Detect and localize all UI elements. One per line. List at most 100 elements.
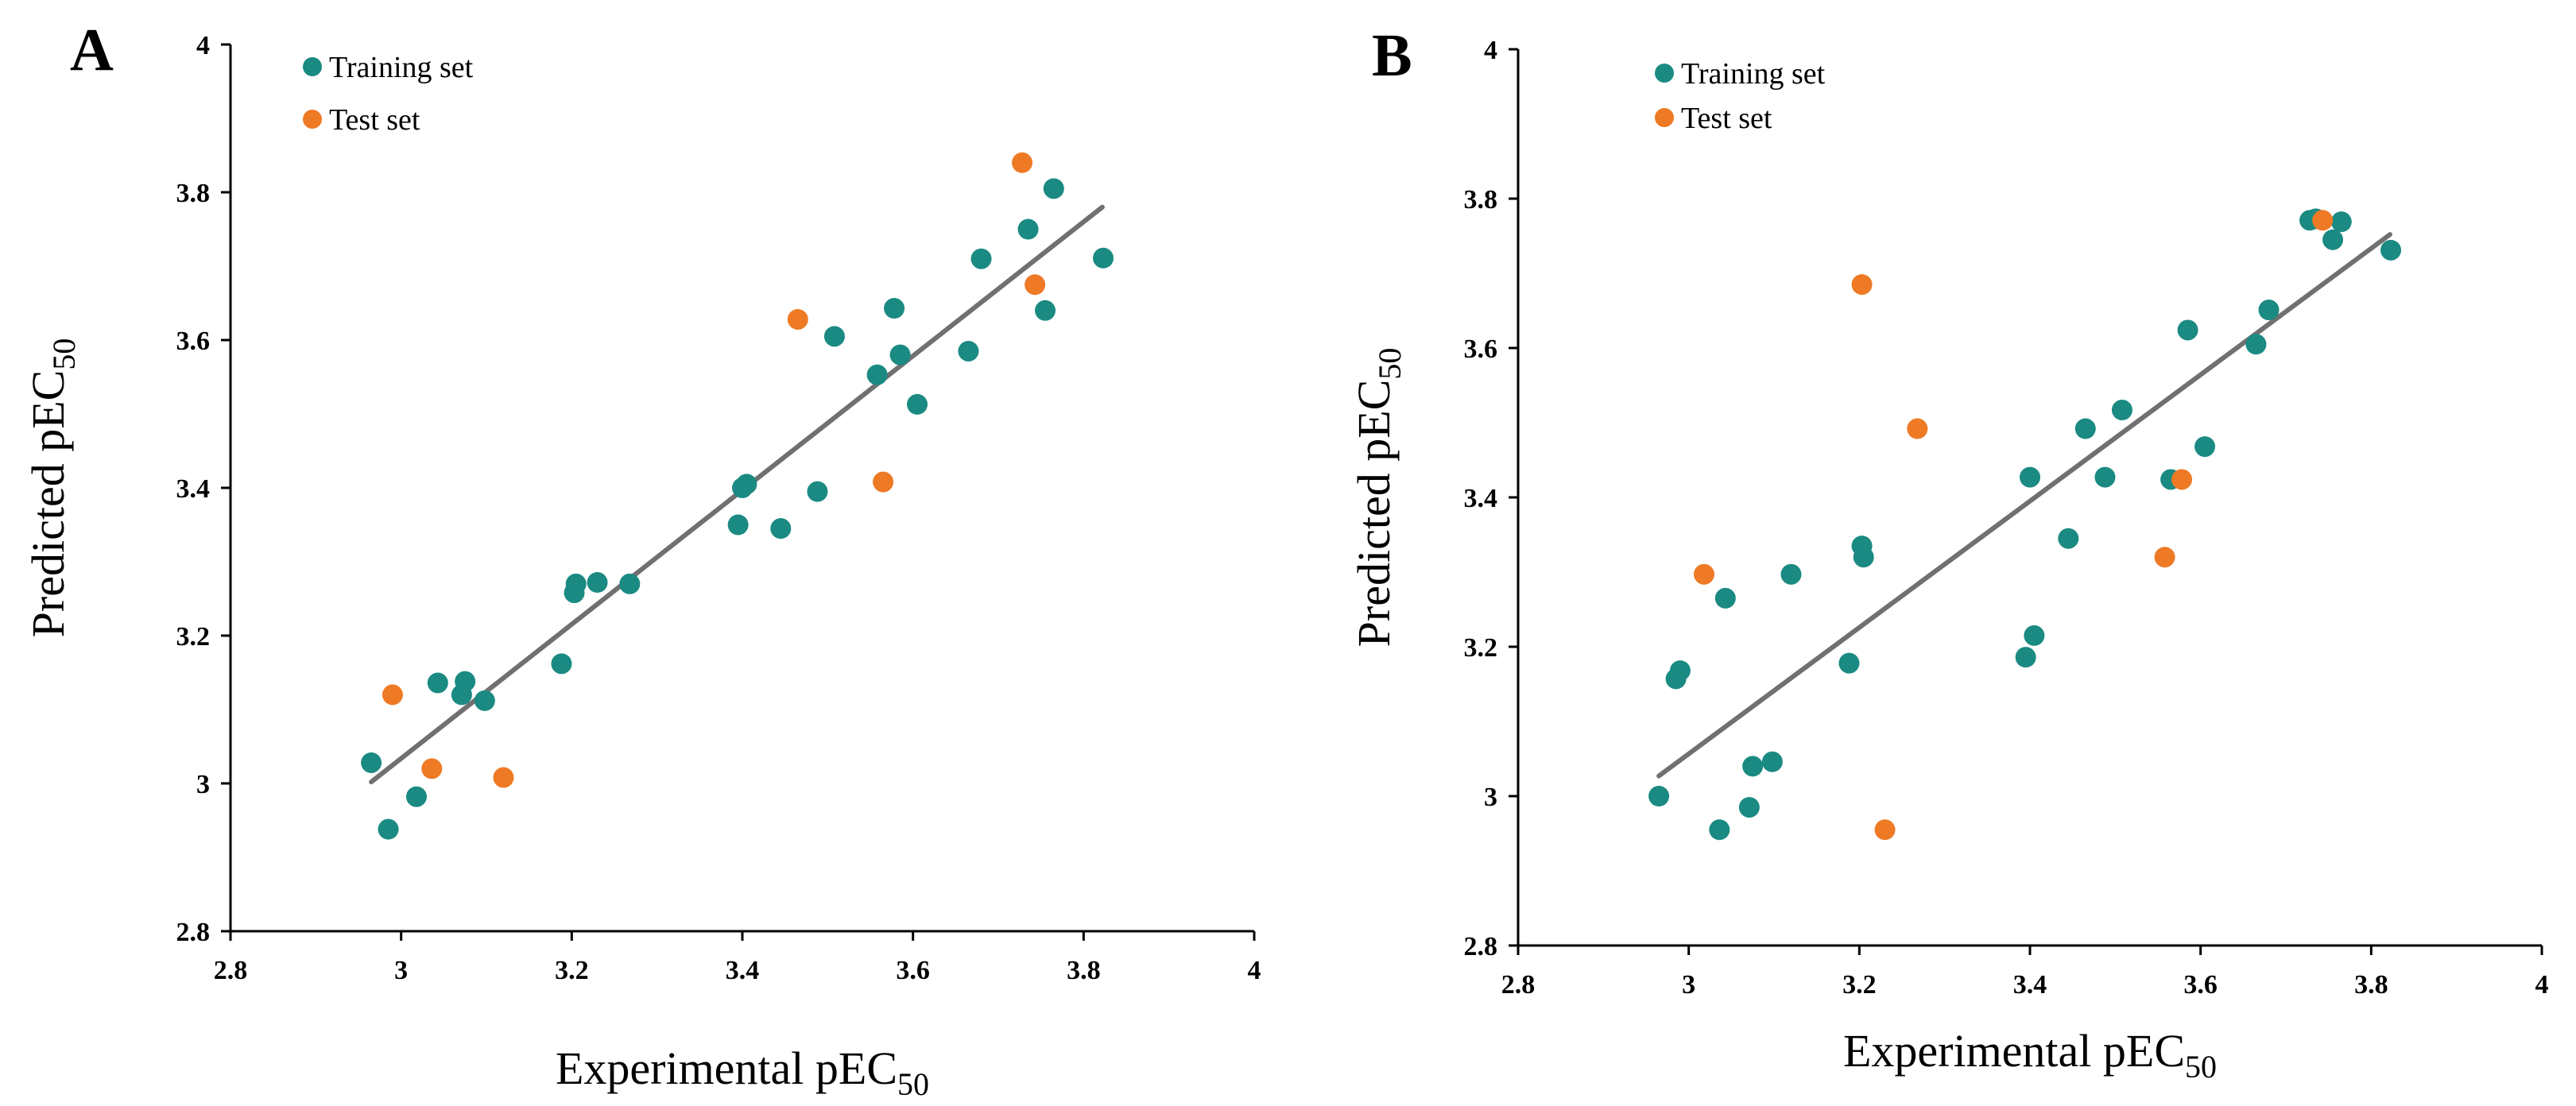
panel-a-training-point bbox=[361, 752, 382, 773]
panel-b-training-point bbox=[2258, 300, 2280, 321]
panel-b-scatter-chart: B 2.8 3 3.2 3.4 3.6 3.8 4 2.8 3 3.2 3.4 3.6 3.8 4 Tra… bbox=[1348, 22, 2549, 1085]
panel-b-trend-line bbox=[1656, 232, 2392, 779]
panel-b-legend-test-marker bbox=[1655, 108, 1674, 127]
panel-a-test-point bbox=[421, 758, 443, 779]
panel-b-x-tick-label: 3.2 bbox=[1842, 970, 1877, 1000]
panel-b-training-point bbox=[2245, 334, 2267, 355]
panel-b-training-point bbox=[2111, 400, 2132, 421]
panel-a-test-point bbox=[493, 767, 514, 788]
panel-a-training-point bbox=[884, 298, 905, 319]
panel-a-x-tick-label: 3 bbox=[394, 956, 408, 985]
panel-a-training-point bbox=[1035, 300, 1056, 321]
panel-a-test-point bbox=[787, 308, 808, 330]
panel-a-training-point bbox=[1093, 247, 1114, 269]
panel-a-test-point bbox=[1012, 152, 1033, 173]
panel-a-training-point bbox=[587, 572, 608, 594]
panel-b-training-point bbox=[2015, 647, 2036, 668]
panel-b-training-point bbox=[2330, 211, 2352, 233]
panel-b-y-axis-title: Predicted pEC50 bbox=[1348, 348, 1408, 648]
panel-a-x-axis-title: Experimental pEC50 bbox=[556, 1042, 929, 1102]
panel-a-training-point bbox=[770, 518, 792, 539]
panel-b-training-point bbox=[2024, 625, 2045, 646]
panel-a-y-tick-label: 3.4 bbox=[176, 474, 211, 504]
panel-a-legend: Training set Test set bbox=[303, 51, 474, 137]
panel-a-legend-training-label: Training set bbox=[329, 51, 474, 84]
panel-b-x-tick-label: 3.4 bbox=[2013, 970, 2047, 1000]
panel-b-training-point bbox=[1838, 652, 1860, 674]
panel-b-test-point bbox=[1693, 563, 1714, 585]
panel-a-training-point bbox=[907, 393, 928, 415]
panel-b-test-point bbox=[1874, 819, 1896, 841]
panel-a-y-tick-label: 3.8 bbox=[176, 179, 211, 208]
panel-a-points bbox=[361, 152, 1114, 840]
panel-a-letter: A bbox=[70, 17, 114, 83]
panel-b-training-point bbox=[1648, 786, 1670, 806]
panel-b-y-tick-label: 2.8 bbox=[1464, 932, 1498, 961]
panel-a-legend-test-label: Test set bbox=[329, 103, 420, 137]
panel-b-y-tick-label: 3 bbox=[1484, 783, 1497, 812]
panel-a-training-point bbox=[551, 653, 572, 675]
panel-b-training-point bbox=[1780, 563, 1802, 585]
panel-a-training-point bbox=[807, 481, 828, 502]
panel-a-y-tick-label: 2.8 bbox=[176, 918, 211, 947]
panel-a-training-point bbox=[619, 573, 641, 594]
panel-a-training-point bbox=[405, 786, 427, 807]
panel-b-legend-training-label: Training set bbox=[1681, 57, 1826, 91]
panel-a-test-point bbox=[1025, 274, 1046, 296]
panel-b-points bbox=[1648, 208, 2402, 841]
panel-a-training-point bbox=[970, 248, 992, 269]
panel-b-test-point bbox=[2312, 210, 2334, 231]
panel-b-training-point bbox=[2094, 466, 2116, 488]
panel-a-y-tick-label: 3.2 bbox=[176, 622, 211, 652]
panel-b-test-point bbox=[2154, 547, 2175, 568]
panel-a-training-point bbox=[427, 672, 448, 694]
panel-a-training-point bbox=[455, 671, 476, 692]
panel-b-y-tick-label: 3.6 bbox=[1464, 335, 1498, 364]
panel-a-y-tick-label: 4 bbox=[196, 31, 210, 60]
panel-b-x-tick-label: 2.8 bbox=[1501, 970, 1536, 1000]
panel-a-legend-test-marker bbox=[303, 110, 322, 129]
panel-a-training-point bbox=[823, 326, 845, 347]
panel-a-training-point bbox=[565, 573, 587, 594]
panel-b-legend: Training set Test set bbox=[1655, 57, 1826, 135]
panel-a-legend-training-marker bbox=[303, 57, 322, 76]
panel-b-training-point bbox=[2177, 319, 2198, 341]
panel-a-y-axis-title: Predicted pEC50 bbox=[22, 338, 82, 638]
panel-b-letter: B bbox=[1372, 22, 1412, 89]
panel-b-x-axis-title: Experimental pEC50 bbox=[1843, 1025, 2217, 1085]
panel-b-training-point bbox=[1669, 660, 1691, 682]
panel-b-training-point bbox=[2322, 229, 2344, 250]
panel-a-test-point bbox=[873, 471, 894, 493]
panel-a-training-point bbox=[1017, 218, 1039, 240]
panel-b-x-tick-label: 3.8 bbox=[2354, 970, 2388, 1000]
panel-b-ticks: 2.8 3 3.2 3.4 3.6 3.8 4 2.8 3 3.2 3.4 3.6 3.8 4 bbox=[1464, 36, 2549, 1000]
panel-a-training-point bbox=[958, 340, 979, 362]
panel-a-scatter-chart: A 2.8 3 3.2 3.4 3.6 3.8 4 2.8 3 3.2 3.4 3.6 3.8 4 Tra… bbox=[22, 17, 1261, 1102]
panel-b-training-point bbox=[2380, 239, 2402, 261]
panel-b-training-point bbox=[1742, 756, 1764, 777]
panel-b-y-tick-label: 3.4 bbox=[1464, 484, 1498, 513]
panel-a-x-tick-label: 3.4 bbox=[726, 956, 760, 985]
panel-b-x-tick-label: 3 bbox=[1682, 970, 1695, 1000]
panel-a-ticks: 2.8 3 3.2 3.4 3.6 3.8 4 2.8 3 3.2 3.4 3.6 3.8 4 bbox=[176, 31, 1261, 985]
panel-a-training-point bbox=[1043, 178, 1064, 199]
panel-a-y-tick-label: 3.6 bbox=[176, 327, 211, 356]
panel-a-training-point bbox=[474, 690, 495, 711]
panel-a-training-point bbox=[378, 818, 399, 840]
panel-b-training-point bbox=[1738, 797, 1760, 818]
panel-b-training-point bbox=[1761, 751, 1783, 772]
panel-a-x-tick-label: 3.6 bbox=[896, 956, 930, 985]
panel-b-y-tick-label: 3.8 bbox=[1464, 185, 1498, 215]
panel-b-training-point bbox=[1709, 819, 1730, 841]
panel-a-x-tick-label: 2.8 bbox=[214, 956, 248, 985]
panel-b-legend-training-marker bbox=[1655, 64, 1674, 83]
panel-b-test-point bbox=[1907, 418, 1928, 439]
panel-a-x-tick-label: 3.8 bbox=[1067, 956, 1101, 985]
panel-b-test-point bbox=[1851, 274, 1873, 296]
panel-a-training-point bbox=[889, 344, 911, 365]
panel-b-training-point bbox=[2194, 436, 2216, 458]
panel-b-training-point bbox=[1853, 547, 1874, 568]
panel-a-y-tick-label: 3 bbox=[196, 770, 210, 799]
panel-a-training-point bbox=[736, 474, 757, 495]
